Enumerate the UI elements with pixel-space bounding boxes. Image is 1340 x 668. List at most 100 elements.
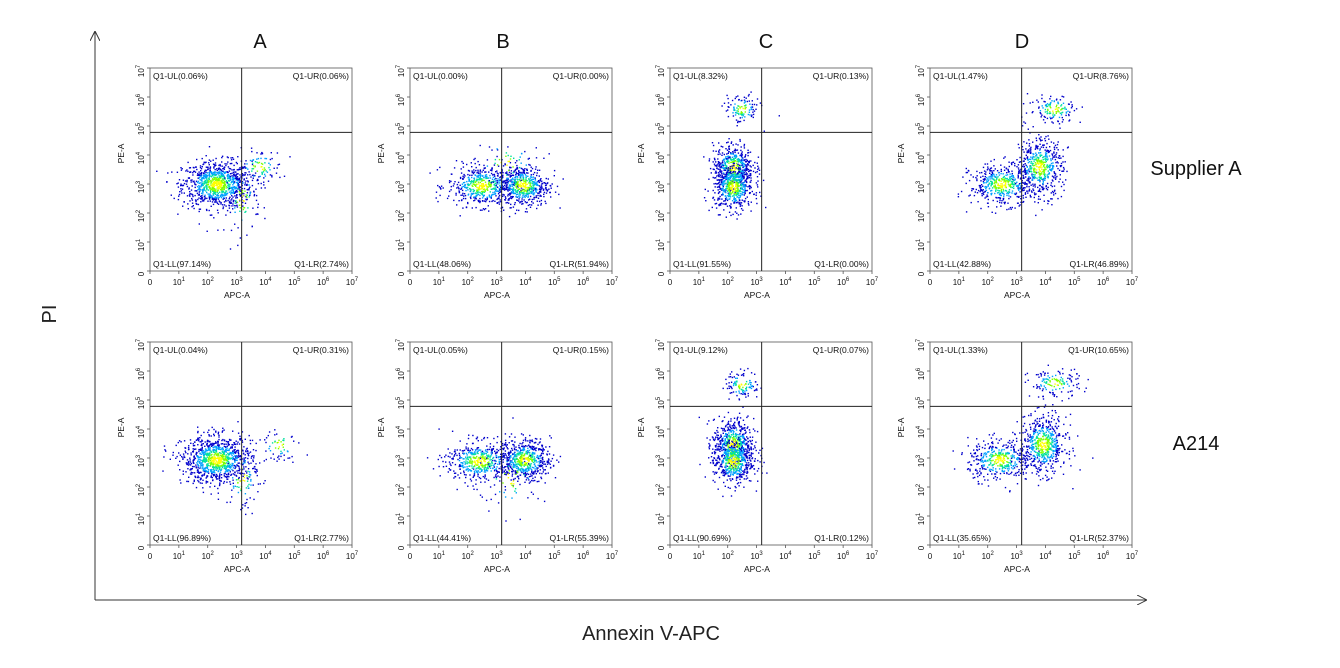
event-point <box>206 449 208 452</box>
event-point <box>214 182 216 184</box>
event-point <box>465 186 467 189</box>
event-point <box>511 185 513 187</box>
event-point <box>479 209 482 211</box>
event-point <box>234 452 237 454</box>
event-point <box>750 108 753 110</box>
event-point <box>995 196 997 199</box>
event-point <box>732 191 734 193</box>
event-point <box>213 192 215 194</box>
event-point <box>998 179 1001 182</box>
event-point <box>494 177 496 179</box>
event-point <box>979 172 981 174</box>
event-point <box>1031 162 1034 165</box>
event-point <box>971 188 973 190</box>
event-point <box>718 149 721 151</box>
event-point <box>1025 154 1027 156</box>
event-point <box>1033 153 1035 155</box>
event-point <box>745 104 747 106</box>
event-point <box>723 209 725 211</box>
event-point <box>1058 116 1061 119</box>
event-point <box>211 174 214 177</box>
event-point <box>203 467 205 470</box>
event-point <box>467 183 470 185</box>
event-point <box>486 175 488 178</box>
event-point <box>498 179 500 182</box>
event-point <box>208 171 210 174</box>
event-point <box>724 169 727 171</box>
event-point <box>749 114 751 116</box>
event-point <box>747 152 749 154</box>
event-point <box>1018 171 1020 173</box>
event-point <box>528 178 530 180</box>
event-point <box>1007 202 1009 204</box>
event-point <box>1008 195 1010 197</box>
event-point <box>257 206 259 209</box>
event-point <box>995 180 997 182</box>
event-point <box>227 184 229 187</box>
event-point <box>1052 180 1054 182</box>
event-point <box>1041 187 1044 189</box>
event-point <box>742 209 744 211</box>
event-point <box>198 191 200 193</box>
event-point <box>537 180 540 182</box>
event-point <box>1014 207 1016 209</box>
event-point <box>999 199 1001 202</box>
event-point <box>261 173 263 175</box>
event-point <box>722 192 724 194</box>
event-point <box>479 174 482 176</box>
event-point <box>740 185 743 187</box>
event-point <box>504 196 507 198</box>
event-point <box>211 198 214 200</box>
event-point <box>206 209 208 212</box>
event-point <box>522 179 524 181</box>
event-point <box>727 180 729 182</box>
event-point <box>512 196 514 198</box>
event-point <box>530 192 532 195</box>
event-point <box>222 178 224 180</box>
event-point <box>744 188 746 191</box>
event-point <box>485 177 487 180</box>
event-point <box>268 166 270 169</box>
event-point <box>1005 186 1007 189</box>
event-point <box>997 189 999 192</box>
event-point <box>723 169 725 171</box>
event-point <box>482 188 484 191</box>
event-point <box>1044 158 1046 160</box>
event-point <box>1052 110 1054 112</box>
event-point <box>260 162 263 165</box>
event-point <box>186 195 189 197</box>
event-point <box>189 193 191 195</box>
event-point <box>225 190 227 192</box>
event-point <box>517 196 519 198</box>
event-point <box>540 191 542 193</box>
event-point <box>743 191 745 194</box>
event-point <box>236 450 238 452</box>
event-point <box>240 473 242 475</box>
event-point <box>511 181 513 183</box>
event-point <box>478 178 480 181</box>
event-point <box>1050 95 1052 98</box>
event-point <box>241 181 244 183</box>
event-point <box>231 447 233 449</box>
event-point <box>1053 171 1055 173</box>
event-point <box>1024 168 1026 171</box>
quadrant-label-lr: Q1-LR(51.94%) <box>549 259 609 269</box>
event-point <box>1036 156 1038 158</box>
event-point <box>472 180 474 183</box>
event-point <box>493 193 496 195</box>
event-point <box>198 450 200 453</box>
event-point <box>218 200 220 202</box>
event-point <box>230 474 232 476</box>
event-point <box>537 184 539 187</box>
event-point <box>991 211 993 213</box>
event-point <box>1057 167 1059 170</box>
event-point <box>1073 109 1076 112</box>
event-point <box>1045 160 1047 163</box>
event-point <box>482 183 484 185</box>
event-point <box>736 149 739 151</box>
event-point <box>732 112 734 114</box>
event-point <box>190 468 192 471</box>
event-point <box>235 200 237 202</box>
event-points <box>429 144 564 218</box>
event-point <box>718 173 720 175</box>
